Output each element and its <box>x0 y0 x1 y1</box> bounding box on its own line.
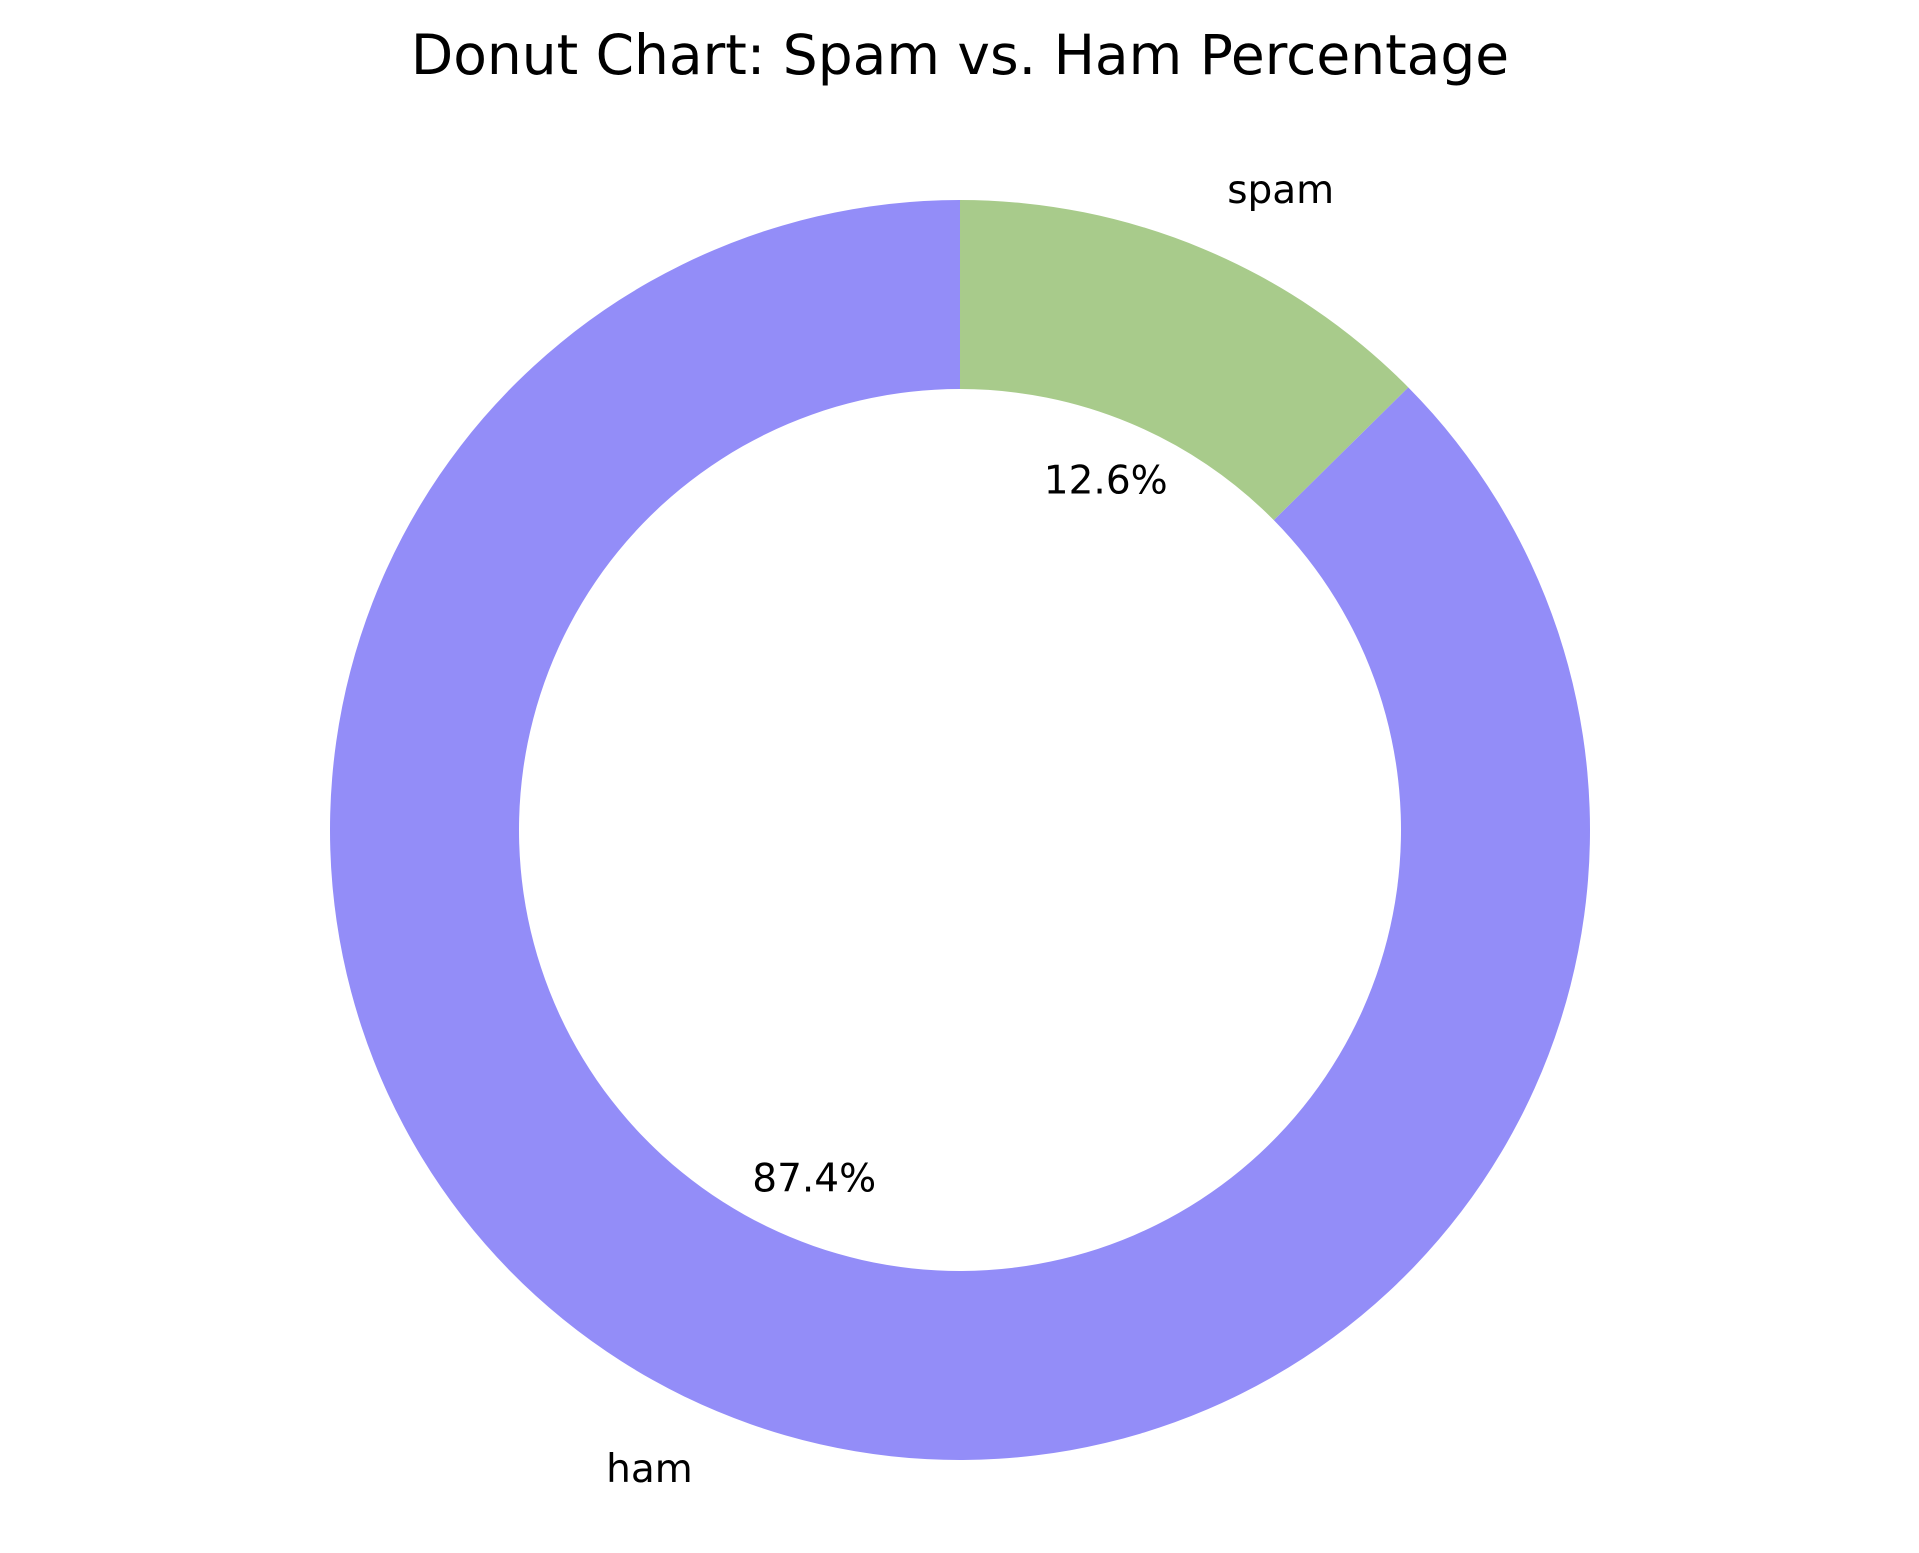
slices-group <box>330 200 1590 1460</box>
pct-label-ham: 87.4% <box>752 1156 876 1201</box>
slice-label-ham: ham <box>606 1447 693 1492</box>
labels-group: 87.4% ham 12.6% spam <box>606 168 1334 1492</box>
slice-spam <box>960 200 1409 521</box>
slice-ham <box>330 200 1590 1460</box>
pct-label-spam: 12.6% <box>1044 459 1168 504</box>
chart-title: Donut Chart: Spam vs. Ham Percentage <box>411 23 1509 87</box>
slice-label-spam: spam <box>1227 168 1334 213</box>
